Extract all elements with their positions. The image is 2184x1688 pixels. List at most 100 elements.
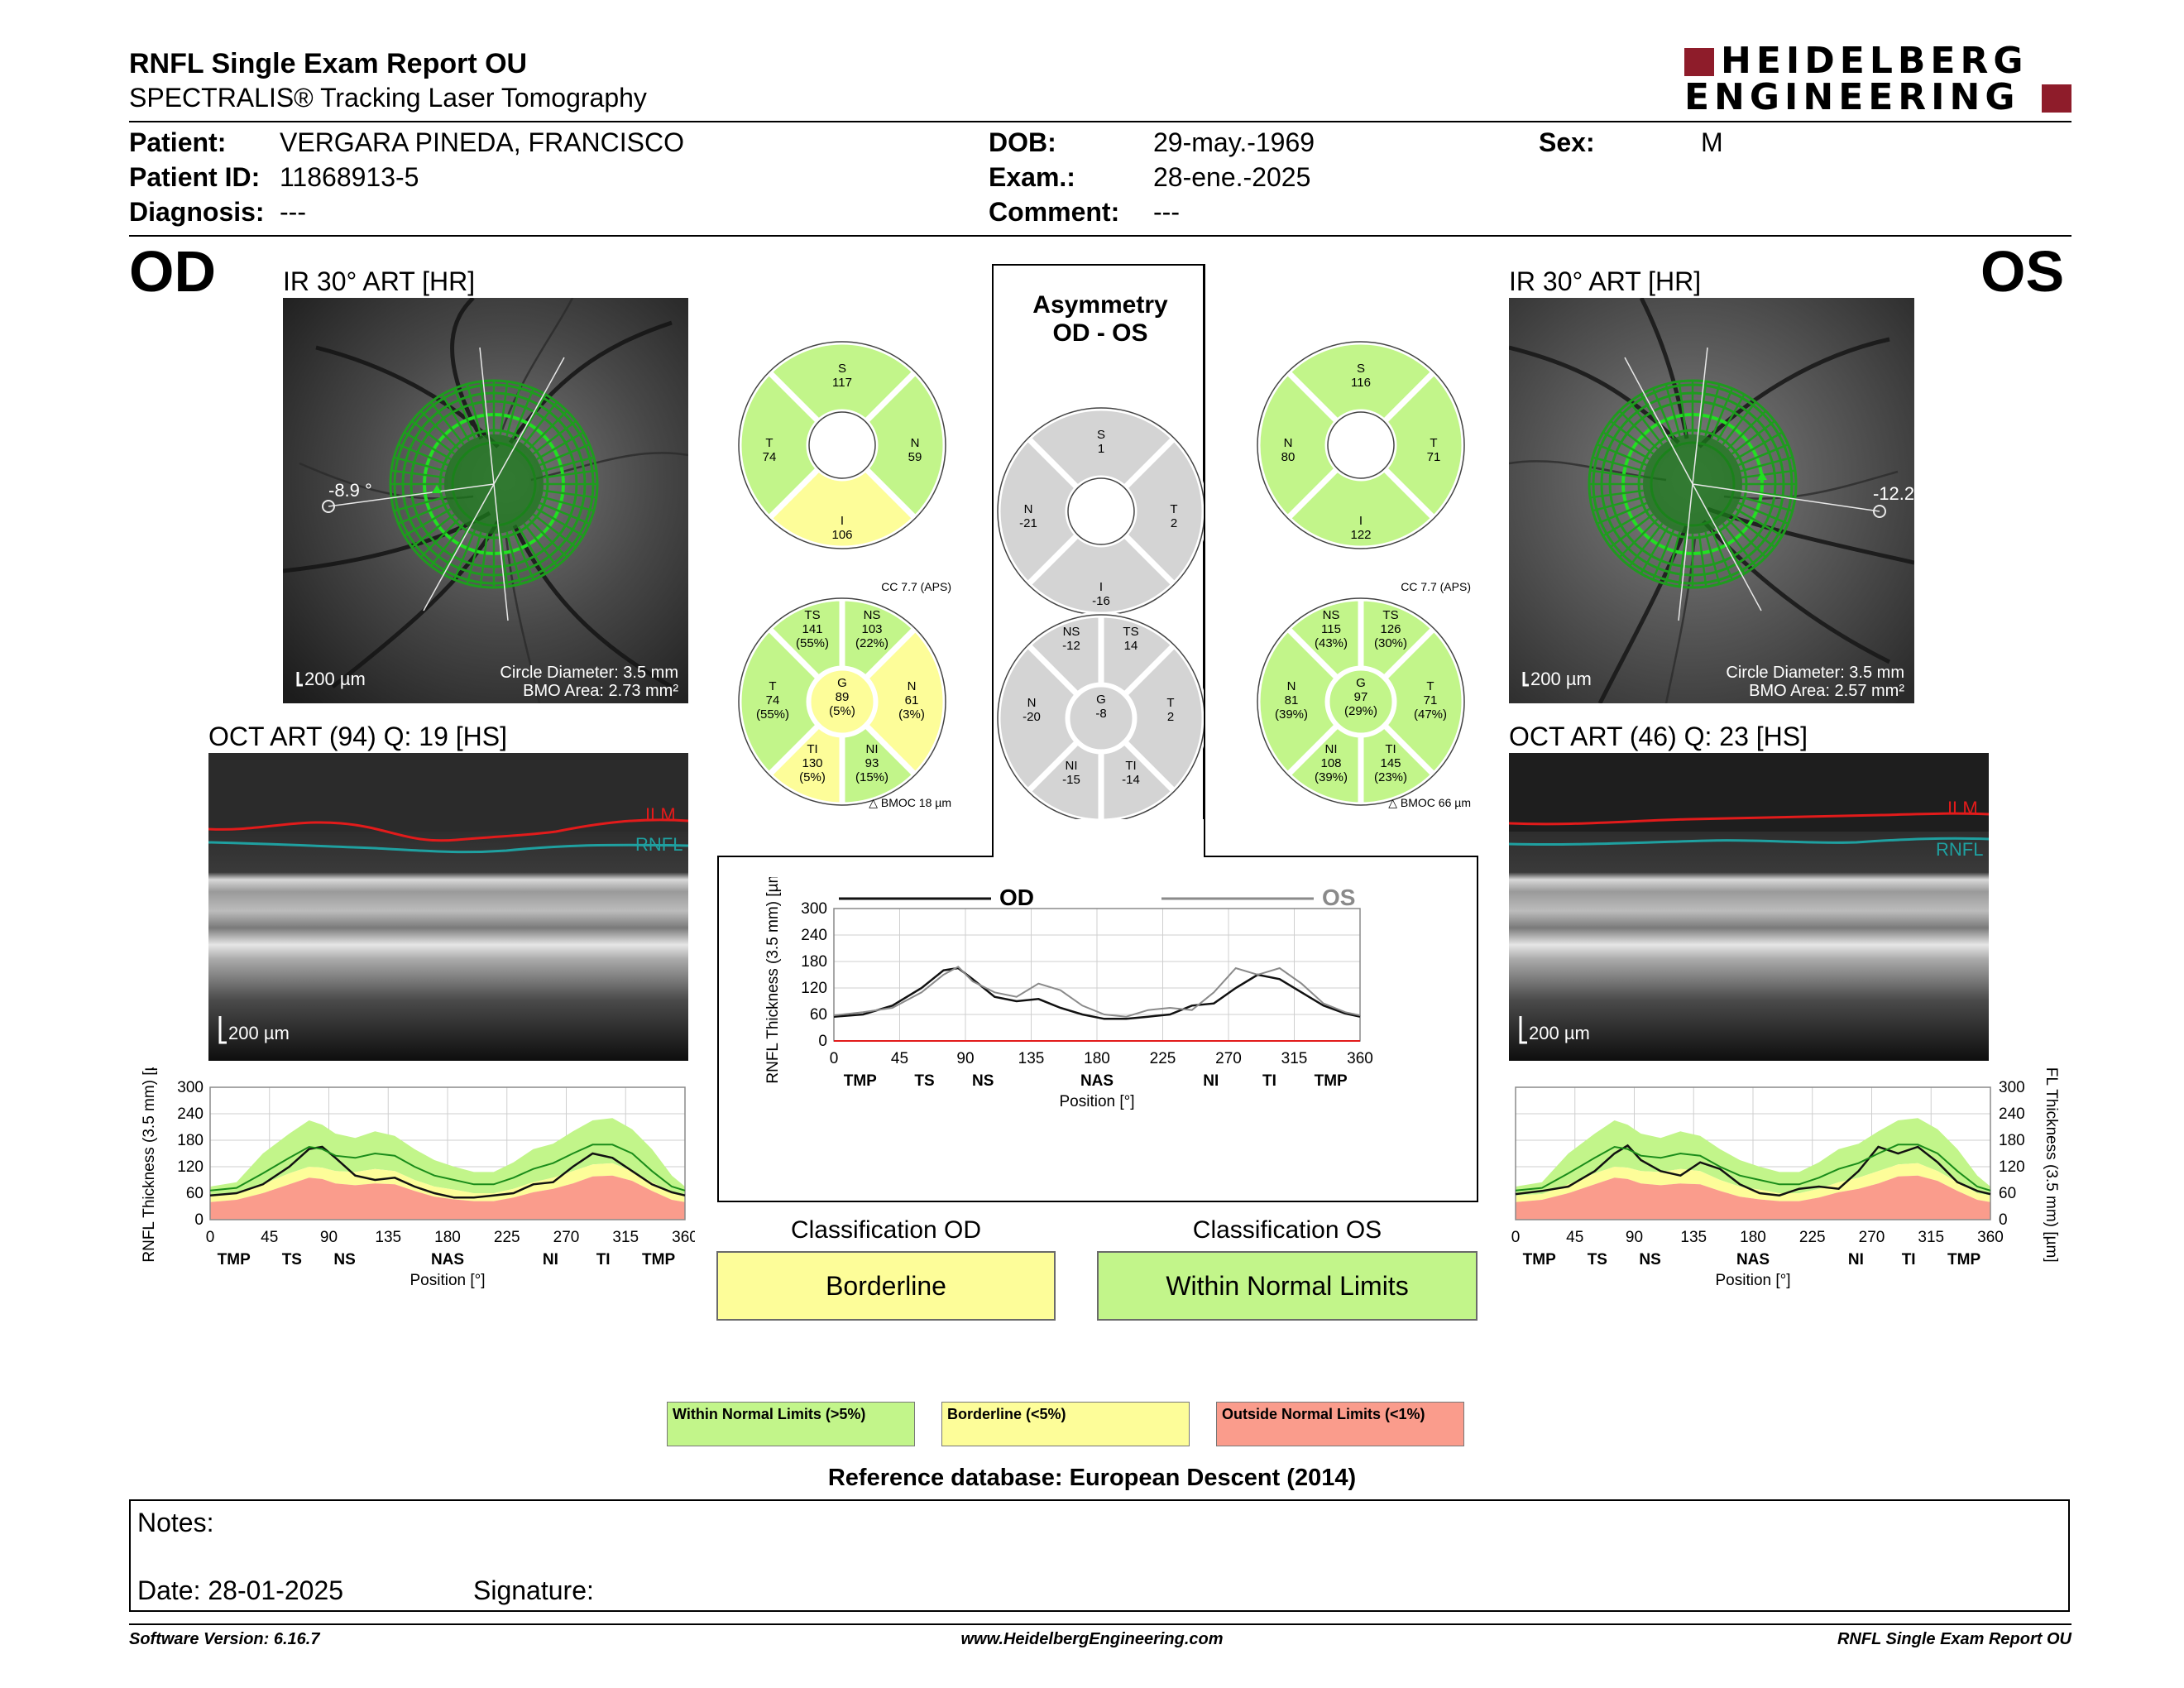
asym-sectors-label-TS: 14 [1124, 639, 1138, 653]
patient-name: VERGARA PINEDA, FRANCISCO [280, 127, 684, 157]
x-tick-label: 225 [494, 1229, 520, 1246]
sector-label: TMP [218, 1251, 251, 1268]
asym-sectors-label-NI: NI [1066, 759, 1078, 773]
normal-band [210, 1118, 685, 1196]
os-sectors-label-T: T [1426, 679, 1434, 693]
x-tick-label: 135 [1680, 1229, 1707, 1246]
plot-frame [209, 1086, 686, 1220]
os-sectors-label-G: (29%) [1344, 704, 1377, 718]
os-bmo-area: BMO Area: 2.57 mm² [1749, 682, 1904, 700]
x-tick-label: 315 [1918, 1229, 1944, 1246]
footer-divider [129, 1623, 2071, 1625]
legend-wnl: Within Normal Limits (>5%) [667, 1402, 915, 1446]
ou-comparison-chart: 0 60 120 180 240 300 0 45 90 135 180 225 270 315 360 TM… [764, 877, 1373, 1110]
y-tick-label: 120 [177, 1158, 204, 1176]
asym-sectors-label-TI: TI [1125, 759, 1136, 773]
os-oct-scan: ILM RNFL 200 µm [1509, 753, 1989, 1061]
od-angle-text: -8.9 ° [328, 480, 372, 501]
x-axis-label: Position [°] [1059, 1093, 1134, 1110]
os-quadrant-label-T: T [1430, 436, 1437, 450]
os-sectors-label-TS: 126 [1380, 622, 1401, 636]
y-tick-label: 180 [801, 953, 827, 971]
logo-square-bottom [2042, 84, 2071, 113]
x-tick-label: 45 [1566, 1229, 1583, 1246]
od-sectors-label-T: 74 [766, 693, 780, 707]
x-tick-label: 90 [320, 1229, 338, 1246]
sex-value: M [1701, 127, 1723, 157]
asym-quadrant-label-T: 2 [1171, 516, 1177, 530]
report-subtitle: SPECTRALIS® Tracking Laser Tomography [129, 83, 647, 113]
od-sectors-label-T: T [769, 679, 776, 693]
classification-os-title: Classification OS [1192, 1216, 1382, 1244]
od-quadrant-label-N: 59 [908, 450, 922, 464]
sector-label: TI [596, 1251, 611, 1268]
sector-label: NAS [431, 1251, 464, 1268]
od-quadrant-label-I: I [841, 514, 844, 528]
os-sectors-label-G: 97 [1354, 690, 1368, 704]
logo-text-bottom: ENGINEERING [1684, 76, 2020, 118]
os-fundus-scale: 200 µm [1530, 669, 1592, 689]
asym-sectors-label-T: 2 [1167, 710, 1174, 724]
y-tick-label: 120 [1999, 1158, 2025, 1176]
sector-label: NS [333, 1251, 355, 1268]
os-sectors-label-TI: TI [1385, 742, 1396, 756]
os-sectors-label-NS: 115 [1321, 622, 1341, 636]
website-link[interactable]: www.HeidelbergEngineering.com [960, 1630, 1224, 1648]
sector-label: TS [282, 1251, 302, 1268]
x-tick-label: 360 [1347, 1050, 1373, 1067]
os-ir-title: IR 30° ART [HR] [1509, 266, 1702, 296]
od-rnfl-label: RNFL [635, 834, 682, 855]
asym-quadrant-label-S: S [1097, 428, 1105, 442]
os-circle-diameter: Circle Diameter: 3.5 mm [1726, 664, 1904, 682]
asym-quadrant-label-N: N [1024, 502, 1033, 516]
os-sectors-label-NS: (43%) [1315, 636, 1348, 650]
asym-sectors-label-G: G [1096, 693, 1106, 707]
y-axis-label: RNFL Thickness (3.5 mm) [µm] [141, 1067, 158, 1263]
od-bmoc-label: △ BMOC 18 µm [869, 796, 951, 809]
asym-sectors-label-NI: -15 [1062, 773, 1080, 787]
os-sectors-label-TI: 145 [1380, 756, 1401, 770]
x-tick-label: 225 [1799, 1229, 1826, 1246]
od-sectors-label-N: 61 [905, 693, 919, 707]
sector-label: NAS [1080, 1072, 1114, 1090]
od-sectors-label-G: (5%) [829, 704, 855, 718]
os-quadrant-label-T: 71 [1427, 450, 1441, 464]
exam-value: 28-ene.-2025 [1153, 162, 1311, 192]
legend-borderline: Borderline (<5%) [941, 1402, 1190, 1446]
od-quadrant-label-N: N [911, 436, 920, 450]
sector-label: TI [1902, 1251, 1916, 1268]
y-tick-label: 60 [186, 1185, 204, 1202]
od-quadrant-label-S: S [838, 362, 846, 376]
series-line-1 [1515, 1144, 1991, 1192]
outside-normal-band [1516, 1175, 1990, 1220]
asym-sectors-label-TI: -14 [1122, 773, 1140, 787]
series-line-0 [1515, 1144, 1991, 1196]
os-sectors-label-NS: NS [1323, 608, 1340, 622]
x-tick-label: 270 [553, 1229, 580, 1246]
legend-os-label: OS [1322, 885, 1355, 910]
asym-sectors-label-T: T [1166, 696, 1174, 710]
reference-database: Reference database: European Descent (20… [827, 1465, 1357, 1491]
patient-divider [129, 235, 2071, 237]
os-cc-label: CC 7.7 (APS) [1401, 580, 1471, 593]
dob-label: DOB: [989, 127, 1056, 157]
date-label: Date: 28-01-2025 [137, 1575, 344, 1605]
legend-wnl-label: Within Normal Limits (>5%) [673, 1406, 866, 1422]
sector-label: TMP [642, 1251, 675, 1268]
x-tick-label: 90 [956, 1050, 974, 1067]
asym-sectors-label-TS: TS [1123, 625, 1138, 639]
os-sectors-label-G: G [1356, 676, 1366, 690]
classification-od-title: Classification OD [790, 1216, 982, 1244]
x-tick-label: 90 [1626, 1229, 1643, 1246]
asym-sectors-label-G: -8 [1095, 707, 1106, 721]
od-bmo-area: BMO Area: 2.73 mm² [523, 682, 678, 700]
od-fundus-image: -8.9 ° 200 µm Circle Diameter: 3.5 mm BM… [283, 298, 688, 703]
os-sectors-label-T: 71 [1424, 693, 1438, 707]
heidelberg-logo: HEIDELBERG ENGINEERING [1684, 43, 2071, 118]
os-sectors-label-TI: (23%) [1374, 770, 1407, 784]
x-axis-label: Position [°] [410, 1272, 485, 1289]
notes-box[interactable]: Notes: Date: 28-01-2025 Signature: [129, 1499, 2070, 1612]
exam-label: Exam.: [989, 162, 1075, 192]
patient-label: Patient: [129, 127, 227, 157]
od-quadrant-label-T: 74 [763, 450, 777, 464]
